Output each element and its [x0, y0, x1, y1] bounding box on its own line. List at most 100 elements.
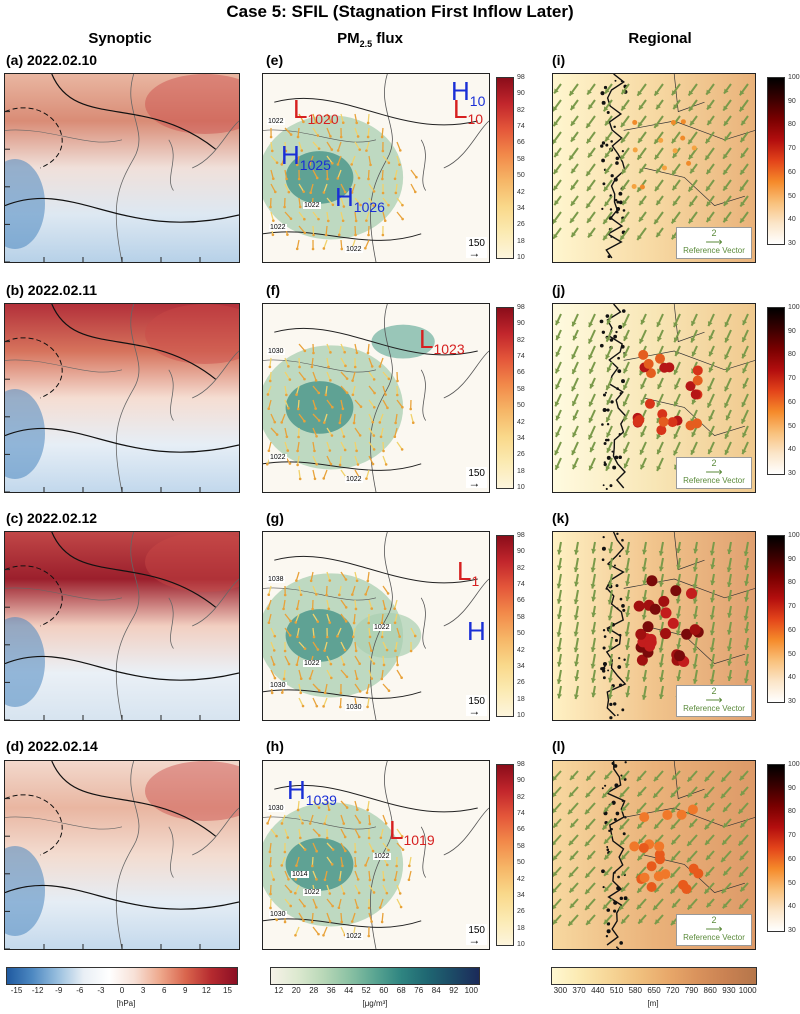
colorbar-tick-label: 40 — [788, 446, 796, 454]
flux-vertical-colorbar — [496, 535, 514, 717]
reference-vector-box: 2 ⟶ Reference Vector — [676, 457, 752, 489]
reference-vector-arrow-icon: ⟶ — [705, 922, 723, 936]
synoptic-map-panel — [4, 531, 240, 721]
colorbar-tick-label: 70 — [788, 603, 796, 611]
colorbar-tick-label: 18 — [517, 467, 525, 475]
flux-vertical-colorbar — [496, 764, 514, 946]
colorbar-tick-label: 12 — [201, 986, 211, 995]
colorbar-tick-label: 50 — [517, 402, 525, 410]
low-pressure-label: L1023 — [419, 324, 465, 356]
colorbar-tick-label: 66 — [517, 139, 525, 147]
colorbar-tick-label: 60 — [788, 855, 796, 863]
flux-scale-label: 150 → — [466, 695, 487, 718]
pm-vertical-colorbar-ticks: 100 90 80 70 60 50 40 30 — [788, 532, 800, 705]
colorbar-tick-label: -15 — [10, 986, 23, 995]
colorbar-tick-label: 70 — [788, 375, 796, 383]
colorbar-tick-label: -3 — [97, 986, 105, 995]
colorbar-tick-label: 84 — [431, 986, 441, 995]
colorbar-tick-label: 15 — [223, 986, 232, 995]
isobar-label: 1030 — [267, 348, 285, 355]
colorbar-tick-label: 90 — [788, 327, 796, 335]
colorbar-tick-label: 42 — [517, 646, 525, 654]
colorbar-tick-label: 80 — [788, 121, 796, 129]
isobar-label: 1038 — [267, 576, 285, 583]
pressure-system-letter: H — [467, 616, 486, 646]
isobar-label: 1030 — [267, 805, 285, 812]
colorbar-tick-label: 58 — [517, 155, 525, 163]
colorbar-tick-label: 6 — [161, 986, 167, 995]
pressure-system-letter: L — [419, 324, 434, 354]
colorbar-tick-label: 790 — [684, 986, 699, 995]
colorbar-tick-label: 82 — [517, 793, 525, 801]
colorbar-tick-label: 90 — [517, 548, 525, 556]
colorbar-tick-label: 58 — [517, 385, 525, 393]
reference-vector-value: 2 — [711, 458, 717, 468]
regional-panel-label: (k) — [552, 510, 570, 526]
colorbar-tick-label: 98 — [517, 761, 525, 768]
synoptic-panel-label: (c) 2022.02.12 — [6, 510, 98, 526]
colorbar-tick-label: 510 — [609, 986, 624, 995]
pressure-system-letter: H — [281, 140, 300, 170]
isobar-label: 1022 — [345, 933, 363, 940]
isobar-label: 1022 — [345, 476, 363, 483]
colorbar-tick-label: 580 — [628, 986, 642, 995]
pbl-colorbar-unit: [m] — [647, 999, 659, 1008]
pressure-system-value: 1023 — [433, 341, 465, 357]
isobar-label: 1022 — [345, 246, 363, 253]
colorbar-tick-label: 26 — [517, 908, 525, 916]
colorbar-tick-label: 18 — [517, 237, 525, 245]
regional-panel-label: (i) — [552, 52, 566, 68]
flux-colorbar — [270, 967, 480, 985]
colorbar-tick-label: 0 — [119, 986, 125, 995]
high-pressure-label: H1026 — [335, 184, 385, 214]
colorbar-tick-label: 10 — [517, 484, 525, 491]
column-header-regional: Regional — [628, 30, 692, 47]
colorbar-tick-label: 34 — [517, 662, 525, 670]
reference-vector-label: Reference Vector — [683, 476, 745, 485]
colorbar-tick-label: 100 — [464, 986, 478, 995]
colorbar-tick-label: 50 — [517, 630, 525, 638]
colorbar-tick-label: 34 — [517, 434, 525, 442]
pm25-flux-map-panel: L1 H 1038 1030 1030 1022 1022 150 → — [262, 531, 490, 721]
colorbar-tick-label: 3 — [140, 986, 146, 995]
colorbar-tick-label: 80 — [788, 351, 796, 359]
colorbar-tick-label: 74 — [517, 353, 525, 361]
pressure-system-letter: L — [457, 556, 472, 586]
regional-map-panel: 2 ⟶ Reference Vector — [552, 531, 756, 721]
pressure-system-letter: L — [453, 94, 468, 124]
isobar-label: 1022 — [267, 118, 285, 125]
colorbar-tick-label: 10 — [517, 941, 525, 948]
colorbar-tick-label: 76 — [414, 986, 424, 995]
colorbar-tick-label: 34 — [517, 204, 525, 212]
colorbar-tick-label: 52 — [361, 986, 371, 995]
isobar-label: 1022 — [303, 202, 321, 209]
low-pressure-label: L1 — [457, 556, 479, 588]
colorbar-tick-label: 90 — [788, 784, 796, 792]
colorbar-tick-label: 30 — [788, 698, 796, 705]
colorbar-tick-label: 50 — [788, 422, 796, 430]
high-pressure-label: H — [467, 618, 486, 644]
high-pressure-label: H10 — [451, 78, 485, 108]
synoptic-map-panel — [4, 303, 240, 493]
pressure-system-value: 1020 — [307, 111, 339, 127]
column-header-pm25-flux: PM2.5 flux — [337, 30, 403, 49]
pm-vertical-colorbar — [767, 307, 785, 475]
reference-vector-arrow-icon: ⟶ — [705, 465, 723, 479]
colorbar-tick-label: 440 — [591, 986, 605, 995]
flux-scale-label: 150 → — [466, 467, 487, 490]
colorbar-tick-label: 28 — [309, 986, 319, 995]
colorbar-tick-label: 90 — [517, 777, 525, 785]
colorbar-tick-label: 930 — [722, 986, 736, 995]
pm-vertical-colorbar-ticks: 100 90 80 70 60 50 40 30 — [788, 761, 800, 934]
pressure-system-value: 10 — [467, 111, 484, 127]
colorbar-tick-label: 40 — [788, 674, 796, 682]
colorbar-tick-label: 9 — [183, 986, 188, 995]
colorbar-tick-label: 10 — [517, 712, 525, 719]
isobar-label: 1022 — [303, 889, 321, 896]
reference-vector-box: 2 ⟶ Reference Vector — [676, 914, 752, 946]
colorbar-tick-label: 90 — [517, 90, 525, 98]
isobar-label: 1022 — [373, 624, 391, 631]
flux-vertical-colorbar-ticks: 98 90 82 74 66 58 50 42 34 26 18 10 — [517, 761, 537, 948]
isobar-label: 1022 — [373, 853, 391, 860]
colorbar-tick-label: 74 — [517, 581, 525, 589]
